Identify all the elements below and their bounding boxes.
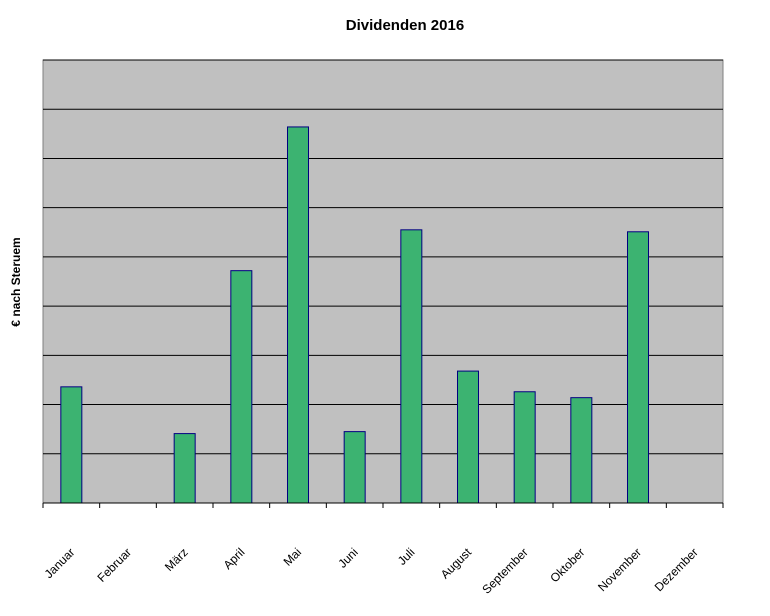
bar-januar	[60, 386, 83, 504]
gridlines	[43, 59, 723, 455]
x-tick-label: Dezember	[652, 545, 701, 594]
bar-april	[230, 270, 253, 504]
bar-september	[513, 391, 536, 504]
x-tick-label: August	[438, 545, 475, 582]
bar-november	[627, 231, 649, 504]
x-tick-label: Januar	[42, 545, 78, 581]
x-tick-label: März	[162, 545, 191, 574]
x-tick-label: September	[479, 545, 530, 596]
x-tick-label: Mai	[281, 545, 305, 569]
bar-oktober	[570, 397, 593, 504]
x-tick-labels: Januar Februar März April Mai Juni Juli August S…	[42, 545, 701, 597]
x-axis	[42, 502, 724, 508]
chart-title: Dividenden 2016	[346, 17, 464, 34]
x-tick-label: Juli	[395, 545, 418, 568]
y-axis-label: € nach Steruem	[9, 237, 23, 326]
bar-märz	[173, 433, 196, 504]
plot-area	[42, 59, 724, 504]
x-tick-label: Februar	[95, 545, 135, 585]
x-tick-label: Juni	[335, 545, 360, 570]
x-tick-label: Oktober	[547, 545, 587, 585]
x-tick-label: April	[221, 545, 248, 572]
bar-juli	[400, 229, 423, 504]
bar-juni	[343, 431, 366, 504]
x-tick-label: November	[595, 545, 644, 594]
bar-august	[457, 370, 479, 504]
bar-mai	[287, 126, 309, 504]
